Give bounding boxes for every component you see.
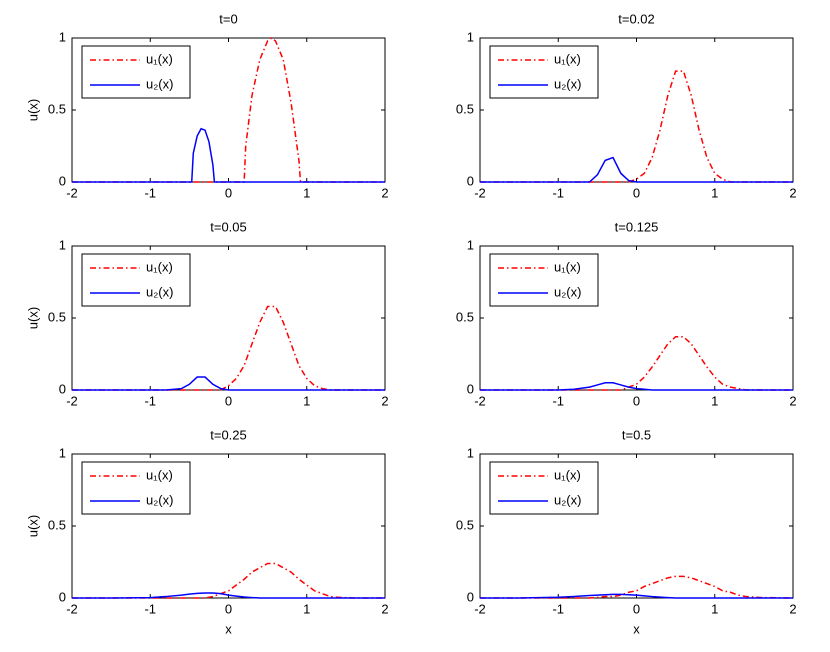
y-tick-label: 0.5 xyxy=(456,101,474,116)
legend-label: u₂(x) xyxy=(554,492,581,507)
x-axis-label: x xyxy=(633,621,640,636)
y-tick-label: 1 xyxy=(467,237,474,252)
x-tick-label: 1 xyxy=(303,185,310,200)
subplot: t=0.05 u(x) -2 -1 0 1 2 0 0.5 1 u₁(x) u₂(x) xyxy=(25,219,388,408)
x-tick-label: -1 xyxy=(144,185,156,200)
x-tick-label: 0 xyxy=(225,393,232,408)
legend-box xyxy=(81,461,191,515)
legend-box xyxy=(489,253,599,307)
x-tick-label: -1 xyxy=(552,185,564,200)
data-line xyxy=(480,335,793,391)
x-tick-label: -2 xyxy=(474,393,486,408)
data-line xyxy=(480,593,793,599)
y-tick-label: 0 xyxy=(59,381,66,396)
data-line xyxy=(72,305,385,391)
x-tick-label: 1 xyxy=(711,393,718,408)
y-tick-label: 1 xyxy=(467,29,474,44)
x-tick-label: 1 xyxy=(303,393,310,408)
y-tick-label: 1 xyxy=(59,445,66,460)
subplot: t=0 u(x) -2 -1 0 1 2 0 0.5 1 u₁(x) u₂(x) xyxy=(25,11,388,200)
y-tick-label: 0.5 xyxy=(456,309,474,324)
x-tick-label: 2 xyxy=(789,393,796,408)
legend-label: u₂(x) xyxy=(554,76,581,91)
y-tick-label: 0.5 xyxy=(48,101,66,116)
data-line xyxy=(72,562,385,599)
chart-title: t=0.25 xyxy=(210,427,247,442)
data-line xyxy=(480,382,793,391)
y-tick-label: 0.5 xyxy=(48,517,66,532)
x-tick-label: 2 xyxy=(381,185,388,200)
y-axis-label: u(x) xyxy=(25,99,40,121)
y-tick-label: 0 xyxy=(59,589,66,604)
x-axis-label: x xyxy=(225,621,232,636)
x-tick-label: 2 xyxy=(789,601,796,616)
data-line xyxy=(480,575,794,599)
x-tick-label: -1 xyxy=(552,393,564,408)
legend-box xyxy=(81,253,191,307)
x-tick-label: -1 xyxy=(144,393,156,408)
data-line xyxy=(72,592,385,599)
legend-label: u₁(x) xyxy=(146,467,173,482)
legend-box xyxy=(489,45,599,99)
chart-title: t=0 xyxy=(219,11,237,26)
y-tick-label: 0 xyxy=(467,381,474,396)
y-tick-label: 1 xyxy=(59,29,66,44)
data-line xyxy=(72,376,385,391)
x-tick-label: 0 xyxy=(225,601,232,616)
x-tick-label: 1 xyxy=(711,185,718,200)
legend-label: u₂(x) xyxy=(146,492,173,507)
legend-label: u₁(x) xyxy=(146,259,173,274)
y-tick-label: 0.5 xyxy=(456,517,474,532)
x-tick-label: -1 xyxy=(552,601,564,616)
subplot: t=0.02 -2 -1 0 1 2 0 0.5 1 u₁(x) u₂(x) xyxy=(456,11,797,200)
legend-label: u₂(x) xyxy=(146,284,173,299)
x-tick-label: 2 xyxy=(789,185,796,200)
x-tick-label: 2 xyxy=(381,601,388,616)
x-tick-label: 1 xyxy=(711,601,718,616)
legend-label: u₁(x) xyxy=(146,51,173,66)
x-tick-label: -2 xyxy=(474,185,486,200)
y-axis-label: u(x) xyxy=(25,307,40,329)
legend-label: u₂(x) xyxy=(554,284,581,299)
data-line xyxy=(480,156,793,183)
chart-title: t=0.02 xyxy=(618,11,655,26)
legend-label: u₁(x) xyxy=(554,467,581,482)
x-tick-label: -2 xyxy=(66,185,78,200)
data-line xyxy=(480,70,793,183)
legend-label: u₁(x) xyxy=(554,259,581,274)
y-tick-label: 1 xyxy=(59,237,66,252)
y-axis-label: u(x) xyxy=(25,515,40,537)
y-tick-label: 0.5 xyxy=(48,309,66,324)
legend-label: u₂(x) xyxy=(146,76,173,91)
x-tick-label: -2 xyxy=(66,601,78,616)
x-tick-label: 0 xyxy=(633,393,640,408)
legend-label: u₁(x) xyxy=(554,51,581,66)
y-tick-label: 0 xyxy=(59,173,66,188)
x-tick-label: 0 xyxy=(633,185,640,200)
x-tick-label: -2 xyxy=(66,393,78,408)
x-tick-label: 0 xyxy=(633,601,640,616)
y-tick-label: 0 xyxy=(467,173,474,188)
subplot: t=0.25 u(x) x -2 -1 0 1 2 0 0.5 1 u₁(x) u₂(x) xyxy=(25,427,388,636)
subplot: t=0.5 x -2 -1 0 1 2 0 0.5 1 u₁(x) u₂(x) xyxy=(456,427,797,636)
legend-box xyxy=(489,461,599,515)
x-tick-label: 0 xyxy=(225,185,232,200)
y-tick-label: 1 xyxy=(467,445,474,460)
x-tick-label: 2 xyxy=(381,393,388,408)
chart-title: t=0.125 xyxy=(615,219,659,234)
y-tick-label: 0 xyxy=(467,589,474,604)
subplot: t=0.125 -2 -1 0 1 2 0 0.5 1 u₁(x) u₂(x) xyxy=(456,219,797,408)
x-tick-label: 1 xyxy=(303,601,310,616)
chart-title: t=0.5 xyxy=(622,427,651,442)
x-tick-label: -1 xyxy=(144,601,156,616)
data-line xyxy=(72,127,385,183)
chart-title: t=0.05 xyxy=(210,219,247,234)
x-tick-label: -2 xyxy=(474,601,486,616)
legend-box xyxy=(81,45,191,99)
